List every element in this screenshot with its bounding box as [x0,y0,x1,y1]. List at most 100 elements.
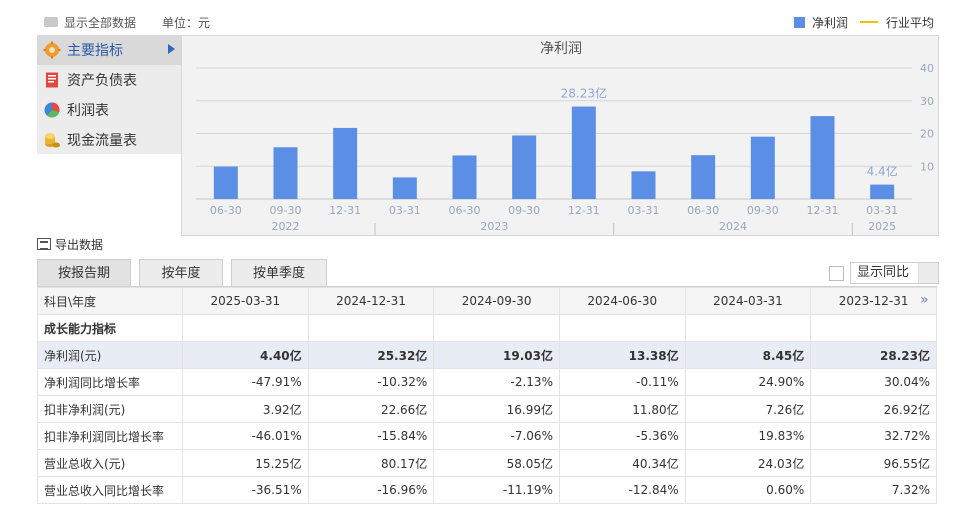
nav-item-label: 资产负债表 [67,73,137,89]
tab-by-year[interactable]: 按年度 [139,259,223,287]
net-profit-chart: 净利润 10 20 30 40 06-30 09-30 12-31 03-31 06-30 09-3… [181,35,939,236]
y-tick-label: 20 [920,128,934,141]
year-group-label: 2024 [719,220,747,233]
bar [512,135,537,199]
industry-average-legend-swatch [859,21,878,23]
table-header-cell: 2025-03-31 [182,287,309,315]
bar [392,177,417,199]
y-tick-label: 10 [920,160,934,173]
x-tick-label: 12-31 [807,204,839,217]
table-cell: 8.45亿 [684,341,812,369]
table-cell: -15.84% [307,422,435,450]
export-icon [37,238,51,250]
row-label: 营业总收入(元) [37,449,183,477]
bar [691,155,716,199]
nav-item-main-indicators[interactable]: 主要指标 [37,35,182,65]
table-header-cell: 2024-12-31 [307,287,435,315]
table-cell: 3.92亿 [182,395,309,423]
table-cell: 25.32亿 [307,341,435,369]
section-title: 成长能力指标 [37,314,183,342]
x-tick-label: 09-30 [747,204,779,217]
table-cell: 28.23亿 [810,341,937,369]
table-header-cell: 2024-03-31 [684,287,812,315]
table-cell: 0.60% [684,476,812,504]
nav-item-label: 现金流量表 [67,133,137,149]
table-cell: 4.40亿 [182,341,309,369]
net-profit-legend-label: 净利润 [811,15,848,30]
bar [750,136,775,199]
table-cell: 96.55亿 [810,449,937,477]
pie-chart-icon [44,102,60,118]
unit-label: 单位：元 [162,15,211,30]
tab-by-report-period[interactable]: 按报告期 [37,259,131,287]
table-cell: -10.32% [307,368,435,396]
table-row: 扣非净利润同比增长率 -46.01% -15.84% -7.06% -5.36% 19.8… [37,422,937,450]
table-cell: 19.83% [684,422,812,450]
table-cell: -16.96% [307,476,435,504]
table-cell: 7.32% [810,476,937,504]
table-header-cell: 科目\年度 [37,287,183,315]
bar [571,106,596,199]
export-data-label: 导出数据 [55,237,104,252]
tab-by-quarter[interactable]: 按单季度 [231,259,327,287]
net-profit-chart-svg: 净利润 10 20 30 40 06-30 09-30 12-31 03-31 06-30 09-3… [196,41,934,235]
yoy-select-value: 显示同比 [857,265,910,280]
chart-legend: 净利润 行业平均 [793,12,934,32]
show-all-data-link[interactable]: 显示全部数据 [64,15,137,30]
chart-title: 净利润 [540,41,582,57]
table-cell: 30.04% [810,368,937,396]
show-all-data-toggle-icon[interactable] [44,17,58,27]
nav-item-income-statement[interactable]: 利润表 [37,95,182,125]
bar [213,166,238,199]
bar [810,116,835,199]
row-label: 扣非净利润(元) [37,395,183,423]
year-group-label: 2025 [868,220,896,233]
x-tick-label: 06-30 [210,204,242,217]
table-cell: 24.03亿 [684,449,812,477]
bar [631,171,656,199]
left-nav: 主要指标 资产负债表 利润表 现金流量表 [37,35,182,154]
x-tick-label: 03-31 [628,204,660,217]
year-group-label: 2022 [272,220,300,233]
table-cell: 58.05亿 [433,449,560,477]
yoy-select[interactable]: 显示同比 [850,262,939,284]
bar [870,184,895,199]
net-profit-legend-swatch [793,16,805,28]
table-row: 营业总收入同比增长率 -36.51% -16.96% -11.19% -12.84% 0.… [37,476,937,504]
x-tick-label: 06-30 [687,204,719,217]
table-row: 扣非净利润(元) 3.92亿 22.66亿 16.99亿 11.80亿 7.26亿 26.9… [37,395,937,423]
period-tabs: 按报告期 按年度 按单季度 [37,259,335,287]
more-columns-icon[interactable]: » [920,292,929,308]
x-tick-label: 03-31 [866,204,898,217]
table-cell: -0.11% [558,368,686,396]
tab-divider [37,286,937,287]
table-cell: 40.34亿 [558,449,686,477]
table-header-row: 科目\年度 2025-03-31 2024-12-31 2024-09-30 2… [37,287,937,315]
nav-item-balance-sheet[interactable]: 资产负债表 [37,65,182,95]
document-icon [46,72,58,88]
row-label: 净利润同比增长率 [37,368,183,396]
bar [273,147,298,199]
coins-icon [45,133,60,148]
table-header-cell: 2024-09-30 [433,287,560,315]
table-row: 营业总收入(元) 15.25亿 80.17亿 58.05亿 40.34亿 24.03亿 96… [37,449,937,477]
x-tick-label: 12-31 [329,204,361,217]
export-data-link[interactable]: 导出数据 [37,236,103,252]
row-label: 扣非净利润同比增长率 [37,422,183,450]
y-tick-label: 30 [920,95,934,108]
year-group-label: 2023 [480,220,508,233]
table-cell: -5.36% [558,422,686,450]
x-tick-label: 03-31 [389,204,421,217]
table-cell: -12.84% [558,476,686,504]
table-cell: -7.06% [433,422,560,450]
bar [452,155,477,199]
table-cell: 26.92亿 [810,395,937,423]
yoy-checkbox[interactable] [829,265,844,281]
x-tick-label: 09-30 [270,204,302,217]
table-cell: -2.13% [433,368,560,396]
table-cell: 22.66亿 [307,395,435,423]
x-tick-label: 12-31 [568,204,600,217]
nav-item-cash-flow[interactable]: 现金流量表 [37,125,182,155]
top-options-bar: 显示全部数据 单位：元 [44,12,210,32]
nav-item-label: 利润表 [67,103,109,119]
